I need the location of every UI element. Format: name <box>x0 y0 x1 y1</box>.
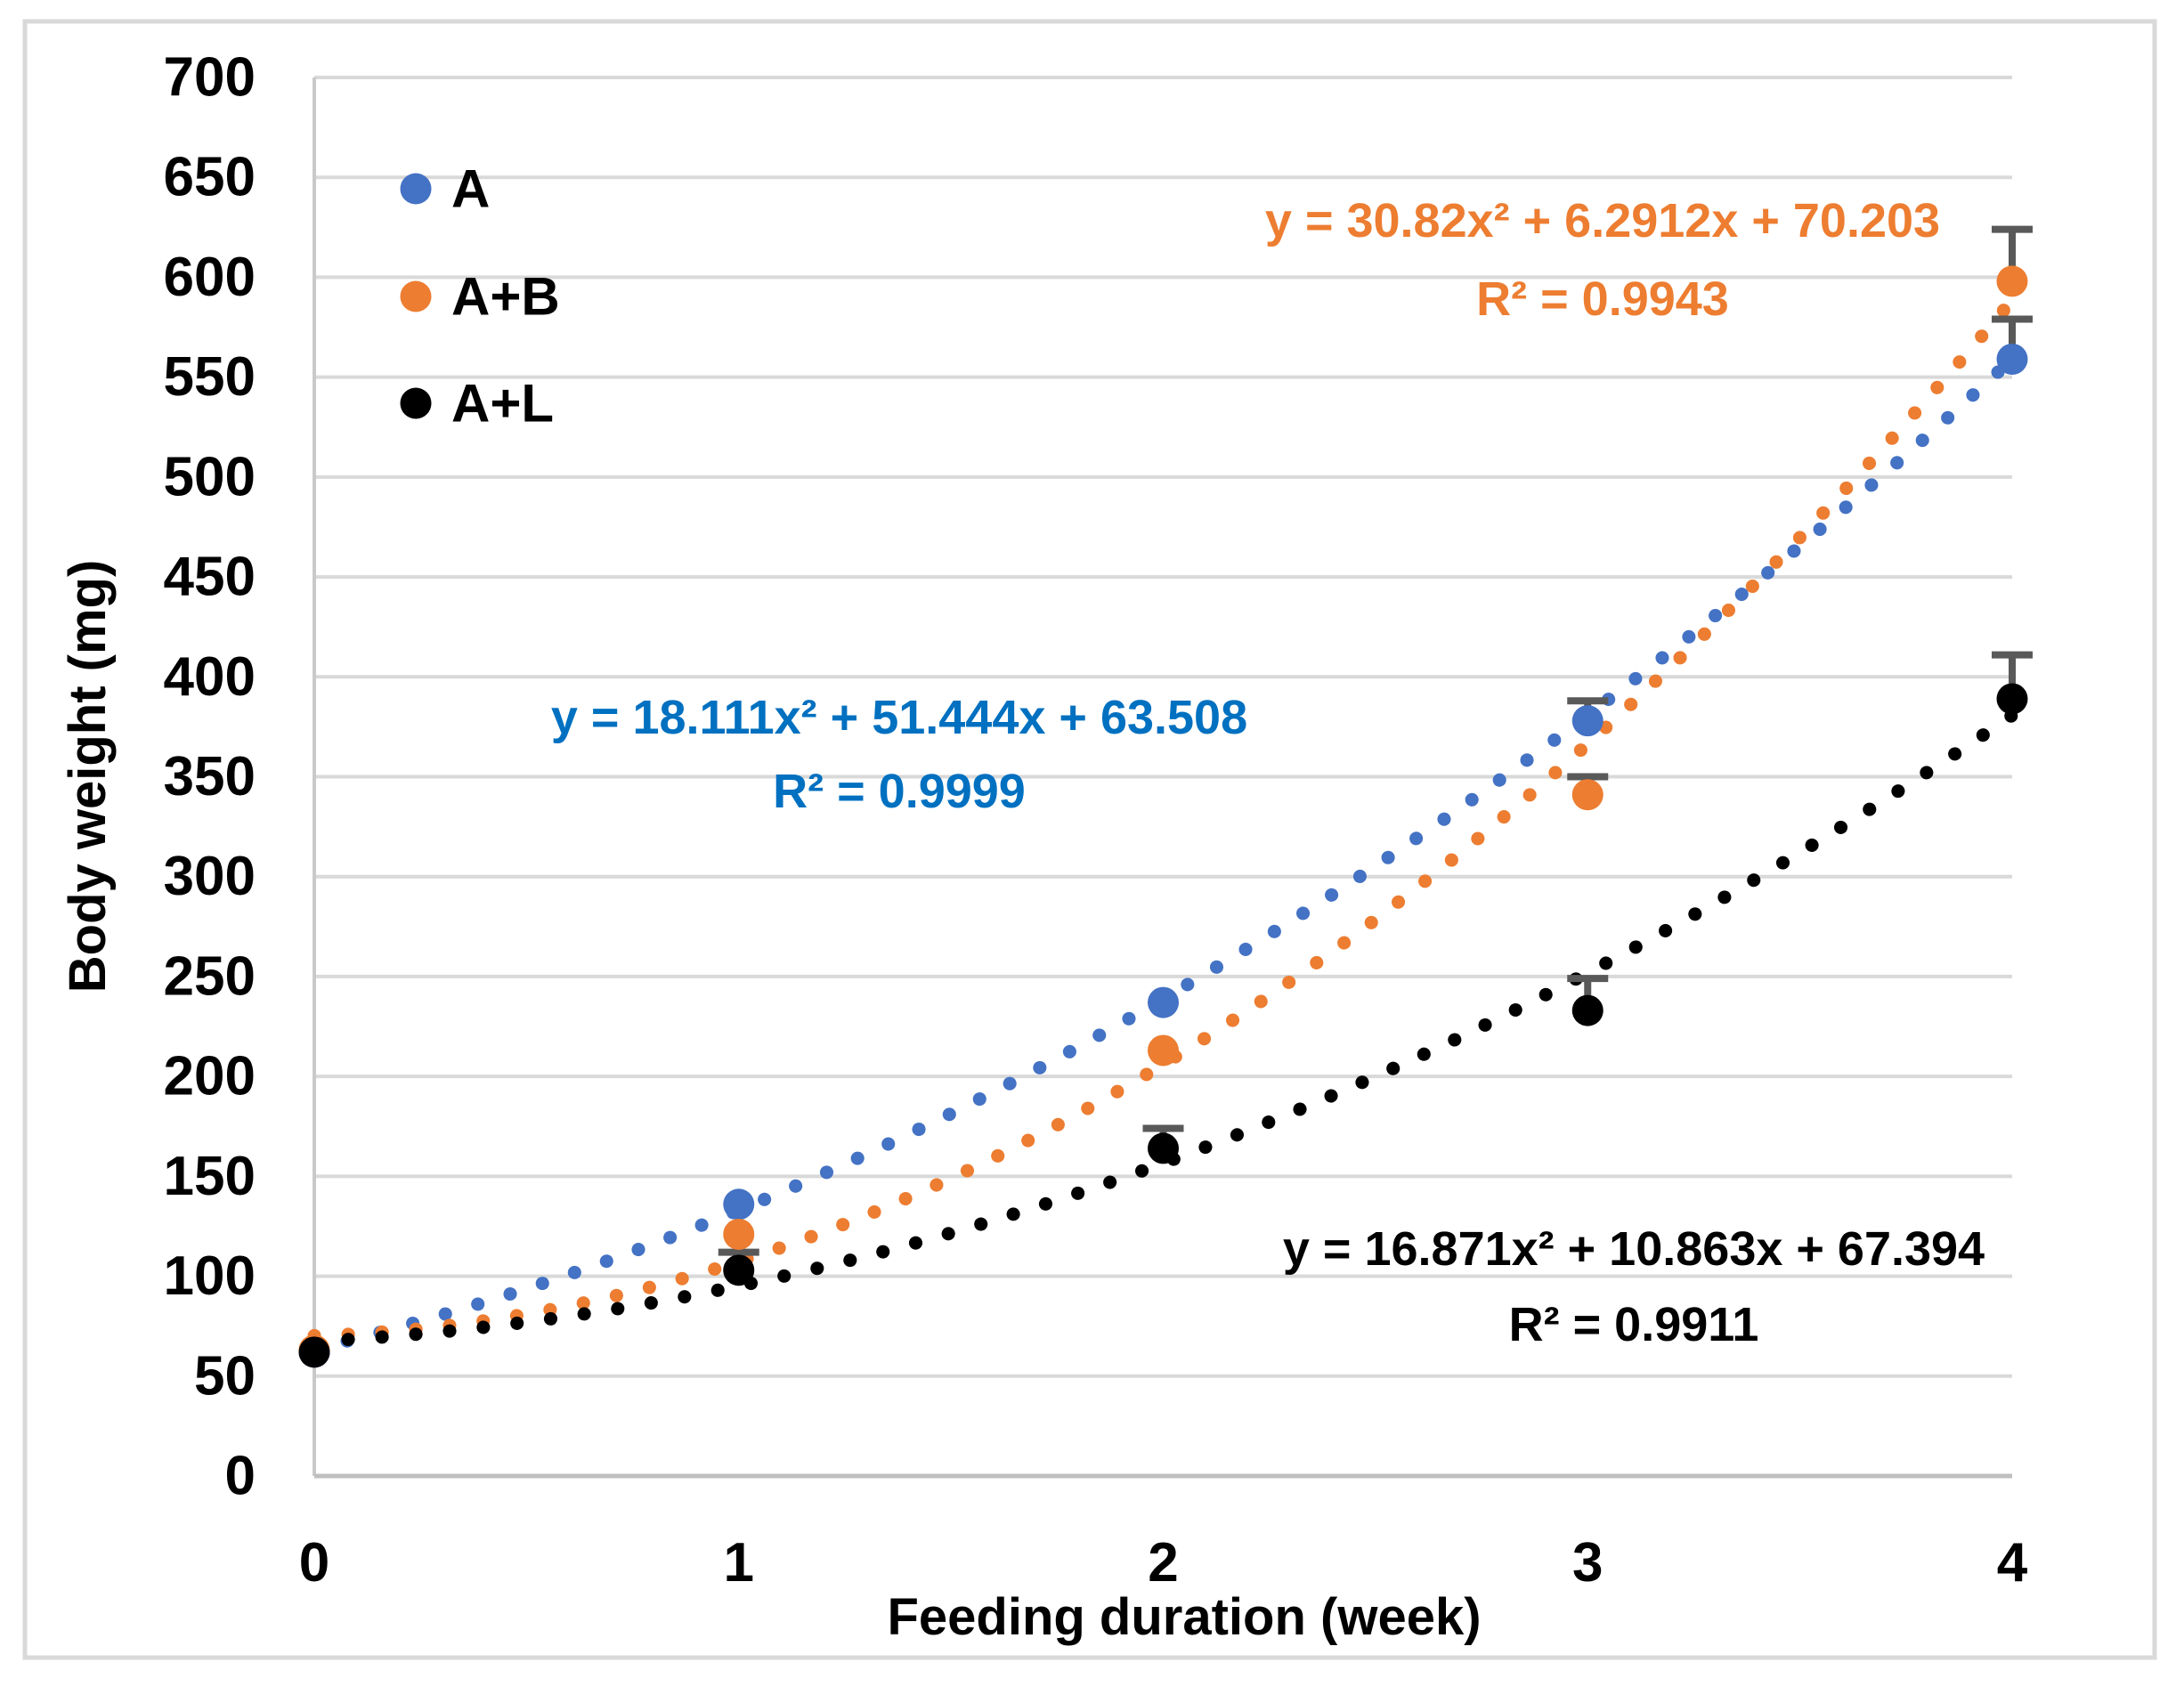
y-tick-label: 550 <box>164 346 256 408</box>
x-tick-label: 2 <box>1148 1532 1178 1594</box>
legend-marker-A+L <box>400 387 432 419</box>
y-tick-label: 150 <box>164 1146 256 1207</box>
y-tick-label: 100 <box>164 1245 256 1307</box>
y-tick-label: 350 <box>164 746 256 807</box>
legend-label-A+B: A+B <box>451 267 560 327</box>
y-tick-label: 300 <box>164 846 256 907</box>
trendline-A+L <box>307 708 2019 1349</box>
x-axis-title: Feeding duration (week) <box>887 1588 1481 1646</box>
r-squared-A+B: R² = 0.9943 <box>1476 272 1729 326</box>
data-point-A+L <box>1571 994 1603 1026</box>
data-point-A+B <box>1996 265 2028 297</box>
y-tick-label: 650 <box>164 147 256 208</box>
r-squared-A: R² = 0.9999 <box>773 765 1026 818</box>
figure-border <box>22 19 2157 1660</box>
y-tick-label: 50 <box>194 1345 256 1407</box>
data-point-A+L <box>1148 1132 1179 1164</box>
data-point-A+L <box>298 1336 330 1368</box>
x-tick-label: 3 <box>1572 1532 1603 1594</box>
data-point-A+B <box>723 1218 755 1250</box>
data-point-A+L <box>1996 683 2028 715</box>
data-point-A+B <box>1571 779 1603 811</box>
legend-marker-A <box>400 173 432 205</box>
equation-A: y = 18.111x² + 51.444x + 63.508 <box>551 691 1247 744</box>
y-axis-title: Body weight (mg) <box>59 560 117 994</box>
x-tick-label: 0 <box>299 1532 329 1594</box>
equation-A+L: y = 16.871x² + 10.863x + 67.394 <box>1283 1222 1985 1276</box>
legend-label-A: A <box>451 159 490 219</box>
y-tick-label: 600 <box>164 247 256 308</box>
y-tick-label: 200 <box>164 1046 256 1107</box>
y-tick-label: 450 <box>164 547 256 608</box>
y-tick-label: 700 <box>164 47 256 109</box>
legend-label-A+L: A+L <box>451 374 554 434</box>
data-point-A <box>1571 705 1603 737</box>
data-point-A <box>1148 986 1179 1018</box>
r-squared-A+L: R² = 0.9911 <box>1509 1298 1759 1351</box>
equation-A+B: y = 30.82x² + 6.2912x + 70.203 <box>1265 194 1940 247</box>
data-point-A <box>1996 343 2028 375</box>
trendline-A+B <box>307 293 2019 1342</box>
y-tick-label: 500 <box>164 446 256 507</box>
legend-marker-A+B <box>400 280 432 312</box>
y-tick-label: 250 <box>164 945 256 1007</box>
data-point-A+B <box>1148 1034 1179 1067</box>
data-point-A+L <box>723 1254 755 1286</box>
y-tick-label: 400 <box>164 646 256 708</box>
data-point-A <box>723 1188 755 1221</box>
x-tick-label: 1 <box>724 1532 754 1594</box>
x-tick-label: 4 <box>1997 1532 2028 1594</box>
y-tick-label: 0 <box>225 1446 256 1507</box>
